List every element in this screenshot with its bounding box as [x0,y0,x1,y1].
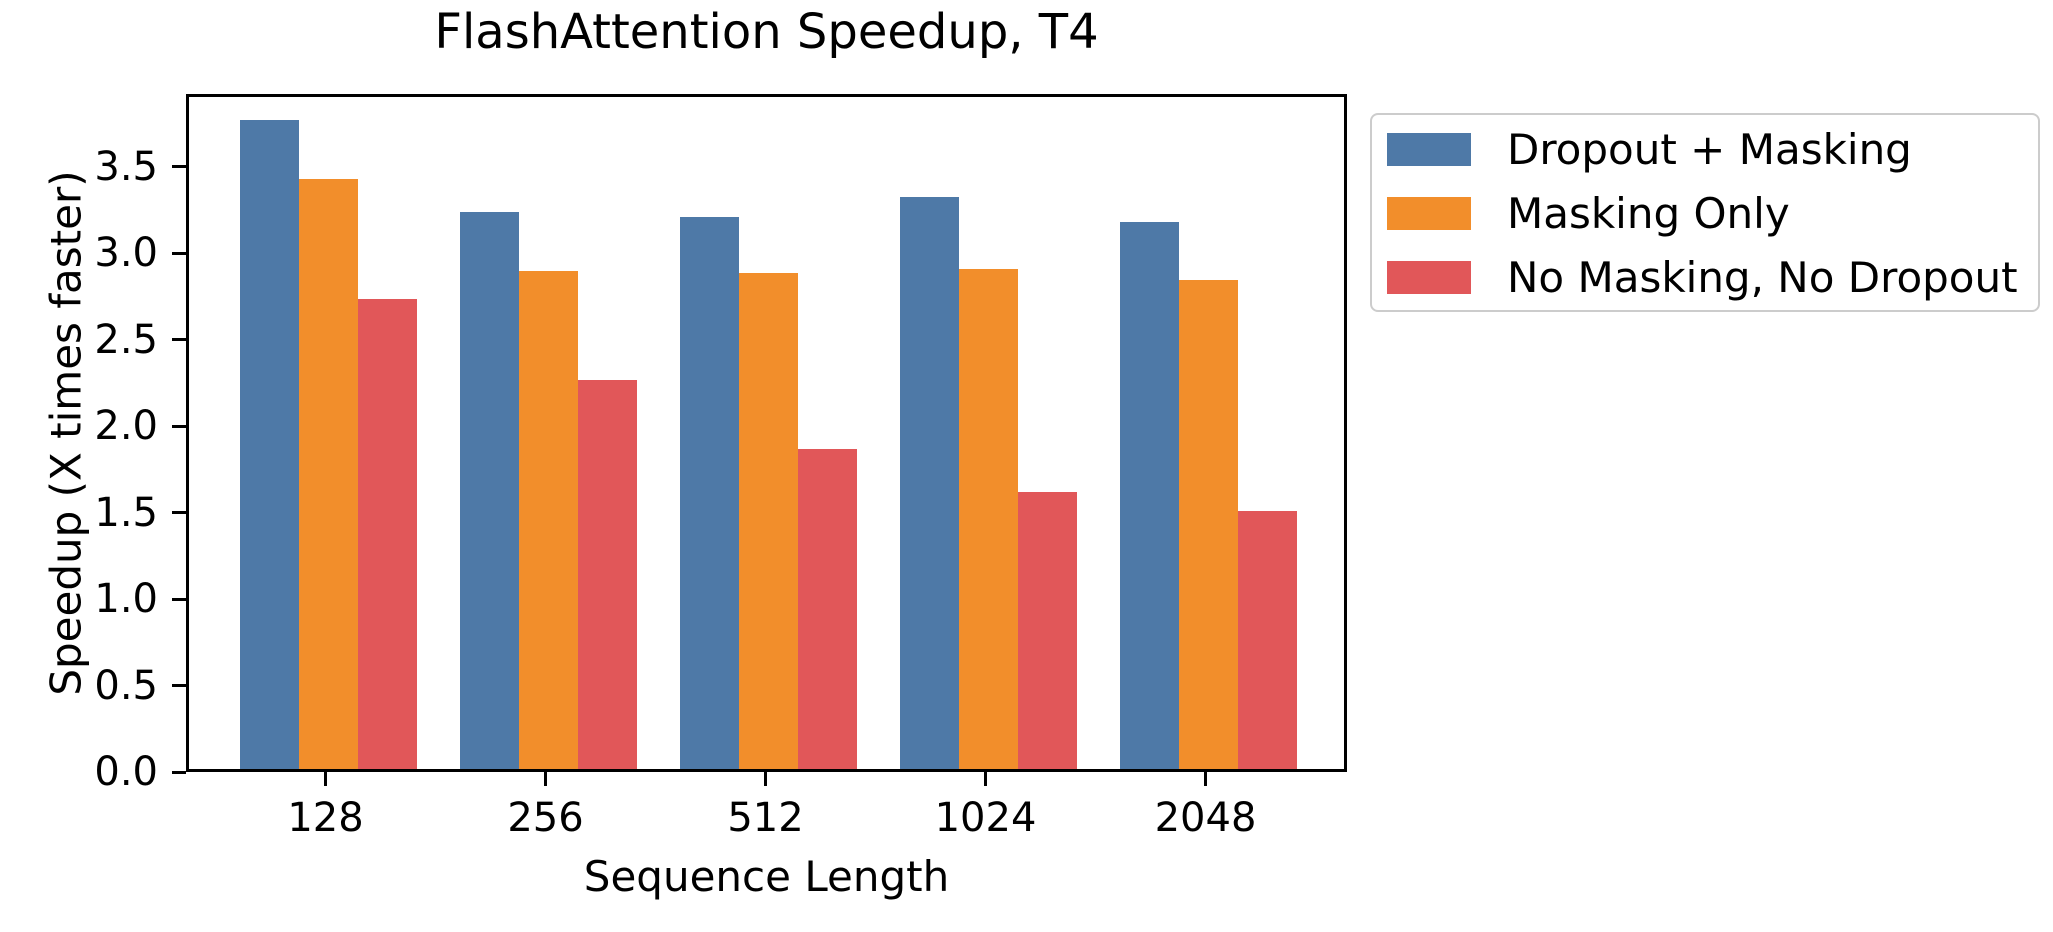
x-tick-mark [544,772,547,786]
legend-label: Masking Only [1507,188,1790,238]
x-tick-mark [764,772,767,786]
bar [299,179,358,769]
plot-area [186,94,1347,772]
y-tick-label: 0.0 [94,749,158,795]
x-tick-label: 2048 [1154,795,1257,841]
x-tick-label: 512 [727,795,804,841]
y-tick-mark [172,597,186,601]
x-tick-mark [1204,772,1207,786]
legend-swatch-red [1387,261,1471,294]
x-tick-label: 1024 [934,795,1037,841]
x-tick-label: 128 [287,795,364,841]
bar [578,379,637,769]
y-tick-label: 1.5 [94,489,158,536]
x-tick-mark [324,772,327,786]
legend-item-masking-only: Masking Only [1387,189,1790,238]
y-tick-label: 2.0 [94,403,158,450]
x-axis-label: Sequence Length [583,852,950,901]
y-tick-label: 2.5 [94,316,158,363]
bar [798,449,857,769]
y-tick-label: 3.0 [94,230,158,277]
bar [959,269,1018,769]
y-tick-mark [172,338,186,342]
bar [1179,279,1238,769]
y-tick-label: 3.5 [94,143,158,190]
chart-title: FlashAttention Speedup, T4 [434,4,1099,60]
y-tick-mark [172,251,186,255]
legend-swatch-blue [1387,133,1471,166]
y-tick-label: 1.0 [94,576,158,623]
y-tick-mark [172,511,186,515]
bar [1018,492,1077,769]
y-tick-mark [172,165,186,169]
legend: Dropout + Masking Masking Only No Maskin… [1370,113,2040,312]
bar [680,217,739,769]
y-tick-mark [172,684,186,688]
legend-label: No Masking, No Dropout [1507,253,2018,302]
bar [1120,222,1179,769]
legend-swatch-orange [1387,196,1471,230]
legend-label: Dropout + Masking [1507,125,1912,174]
bar [460,212,519,769]
x-tick-mark [984,772,987,786]
y-tick-mark [172,424,186,428]
y-tick-label: 0.5 [94,662,158,709]
bar [739,272,798,769]
y-tick-mark [172,770,186,774]
x-tick-label: 256 [507,795,584,841]
bar [1238,511,1297,769]
bar [900,196,959,769]
legend-item-no-masking-no-dropout: No Masking, No Dropout [1387,253,2018,302]
bar [240,120,299,769]
bar [519,270,578,769]
bar [358,298,417,769]
legend-item-dropout-masking: Dropout + Masking [1387,125,1912,174]
